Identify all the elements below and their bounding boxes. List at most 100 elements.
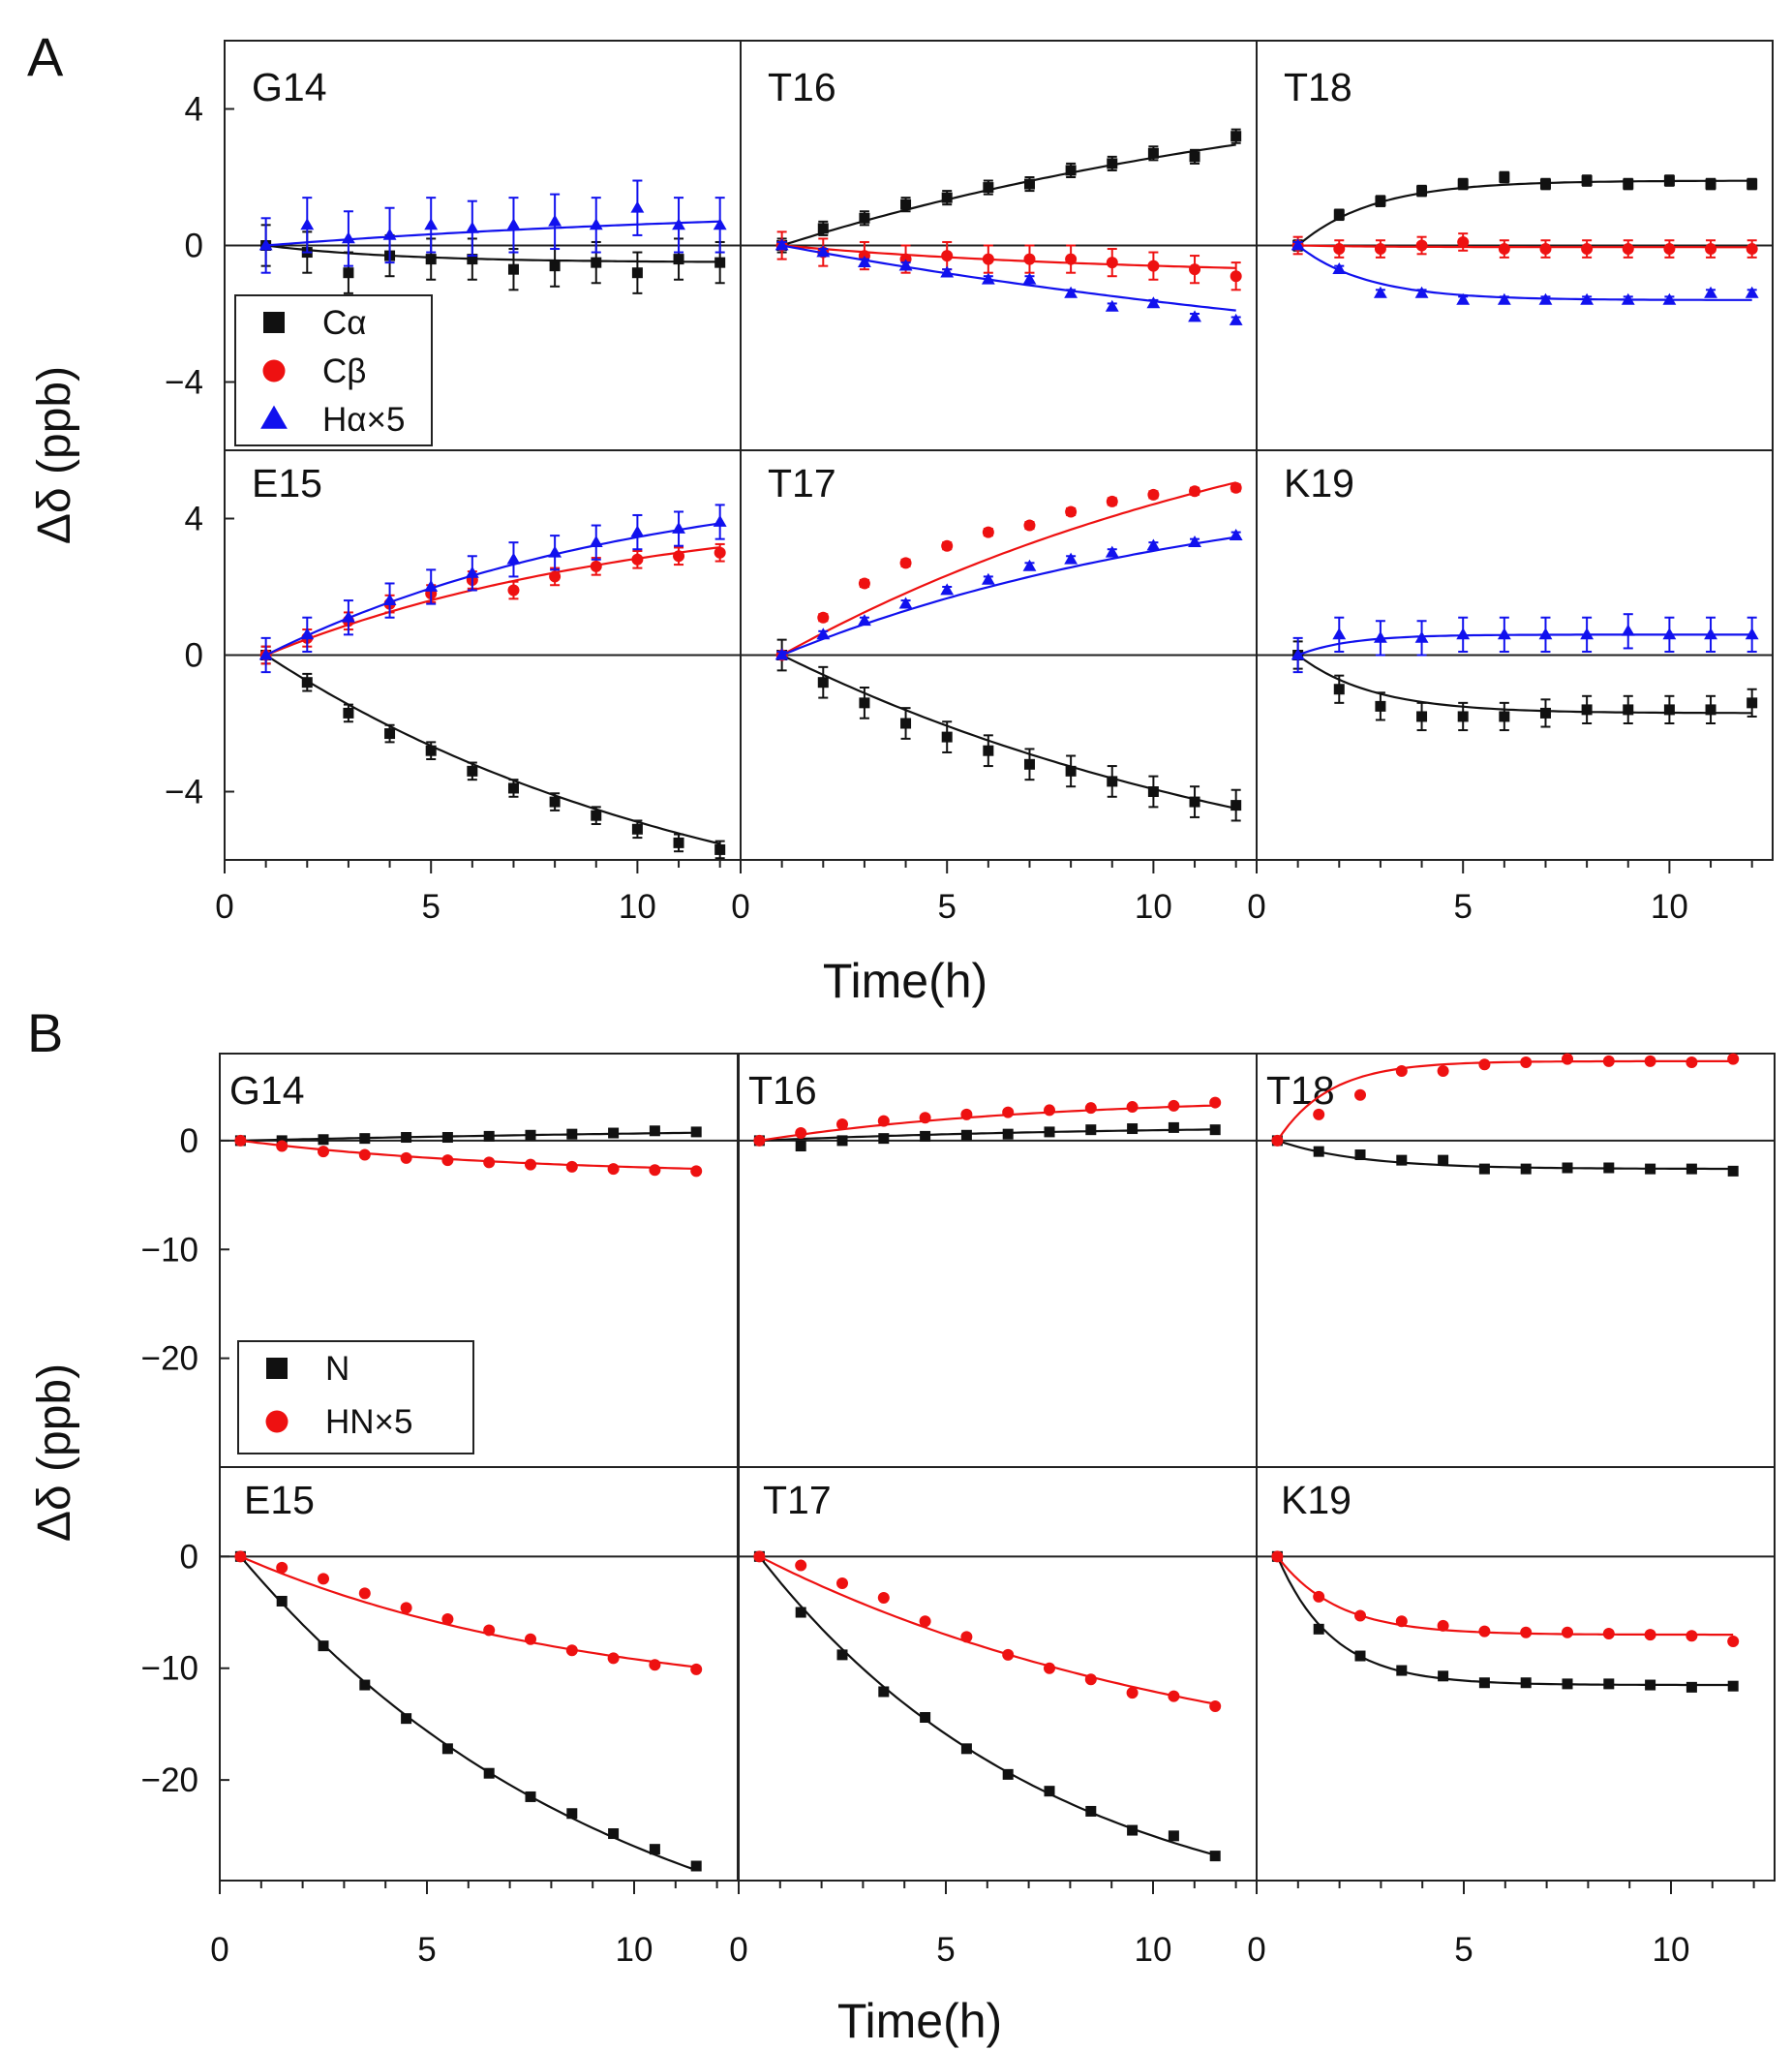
data-point	[1727, 1636, 1740, 1648]
data-point	[878, 1686, 890, 1698]
data-point	[1602, 1055, 1615, 1067]
data-point	[714, 257, 726, 268]
data-point	[591, 810, 602, 821]
data-point	[1085, 1124, 1097, 1136]
data-point	[1332, 262, 1347, 275]
panel-1-t18-series-hn-x5-fit-line	[1276, 1059, 1734, 1142]
data-point	[465, 221, 479, 233]
x-tick-label: 0	[731, 888, 749, 926]
data-point	[941, 250, 954, 262]
data-point	[1414, 630, 1429, 643]
legend-marker-h-alpha-x5	[260, 405, 288, 429]
data-point	[1663, 704, 1675, 716]
figure-letter-b: B	[27, 1002, 63, 1063]
data-point	[1105, 545, 1119, 558]
data-point	[525, 1129, 536, 1141]
data-point	[1147, 147, 1159, 159]
data-point	[591, 257, 602, 268]
panel-0-t16-series-c-beta-fit-line	[781, 244, 1236, 269]
data-point	[631, 267, 643, 279]
data-point	[1538, 292, 1553, 305]
data-point	[1065, 765, 1077, 777]
data-point	[1002, 1648, 1015, 1661]
data-point	[1414, 286, 1429, 298]
data-point	[1416, 711, 1428, 722]
data-point	[816, 628, 831, 640]
data-point	[690, 1126, 702, 1138]
data-point	[1645, 1163, 1656, 1175]
data-point	[1603, 1678, 1615, 1690]
data-point	[982, 253, 994, 265]
panel-1-k19-series-hn-x5	[1271, 1550, 1740, 1648]
data-point	[1663, 175, 1675, 187]
panel-0-g14: −4 0 4 G14	[165, 40, 742, 451]
data-point	[713, 218, 727, 230]
panel-0-t18-series-c-beta-fit-line	[1297, 244, 1752, 249]
data-point	[341, 610, 355, 623]
data-point	[401, 1132, 412, 1144]
data-point	[877, 1592, 890, 1605]
panel-0-t18: T18	[1256, 40, 1774, 451]
data-point	[1437, 1619, 1449, 1632]
data-point	[1065, 253, 1078, 265]
panel-1-t17-series-n-fit-line	[758, 1555, 1216, 1856]
data-point	[424, 218, 439, 230]
panel-0-g14-series-c-alpha-fit-line	[265, 244, 720, 263]
data-point	[960, 1631, 973, 1643]
data-point	[441, 1154, 454, 1167]
data-point	[857, 614, 871, 627]
data-point	[1188, 310, 1201, 322]
data-point	[1562, 1162, 1573, 1174]
data-point	[1189, 263, 1201, 276]
data-point	[1230, 131, 1242, 142]
data-point	[548, 214, 562, 227]
data-point	[1644, 1629, 1656, 1641]
data-point	[649, 1844, 660, 1855]
data-point	[817, 677, 829, 689]
data-point	[1539, 707, 1551, 719]
data-point	[1313, 1590, 1325, 1603]
panel-0-g14-series-h-alpha-x5-fit-line	[265, 220, 720, 247]
panel-0-k19-series-h-alpha-x5-fit-line	[1297, 633, 1752, 657]
data-point	[1416, 185, 1428, 197]
data-point	[1065, 505, 1078, 518]
y-tick-label: −20	[141, 1340, 198, 1378]
data-point	[1044, 1662, 1055, 1674]
data-point	[1581, 243, 1594, 256]
data-point	[631, 823, 643, 835]
panel-0-k19-series-c-alpha-fit-line	[1296, 654, 1752, 715]
data-point	[400, 1151, 412, 1164]
data-point	[1230, 800, 1242, 811]
data-point	[941, 192, 953, 203]
legend-marker-c-alpha	[263, 312, 285, 333]
data-point	[358, 1148, 371, 1161]
panel-1-k19-series-n-fit-line	[1276, 1555, 1734, 1687]
data-point	[1520, 1677, 1532, 1689]
data-point	[673, 837, 684, 848]
data-point	[234, 1134, 247, 1147]
data-point	[672, 521, 685, 534]
data-point	[795, 1559, 807, 1572]
data-point	[1209, 1851, 1221, 1862]
data-point	[900, 718, 912, 729]
data-point	[1539, 178, 1551, 190]
data-point	[1686, 1163, 1697, 1175]
data-point	[608, 1828, 620, 1840]
data-point	[1107, 776, 1118, 787]
data-point	[1520, 1056, 1533, 1068]
panel-0-t17-series-h-alpha-x5	[775, 528, 1243, 660]
panel-1-t16: T16	[738, 1053, 1258, 1468]
data-point	[1229, 313, 1243, 325]
x-tick-label: 0	[1247, 888, 1265, 926]
data-point	[1333, 684, 1345, 695]
data-point	[898, 597, 913, 609]
data-point	[940, 265, 955, 278]
data-point	[589, 218, 603, 230]
data-point	[1396, 1154, 1408, 1166]
y-tick-label: −10	[141, 1650, 198, 1688]
y-tick-label: 0	[185, 637, 203, 675]
data-point	[565, 1644, 578, 1657]
data-point	[919, 1112, 931, 1124]
data-point	[1705, 704, 1716, 716]
panel-0-e15-series-c-alpha	[260, 645, 726, 860]
